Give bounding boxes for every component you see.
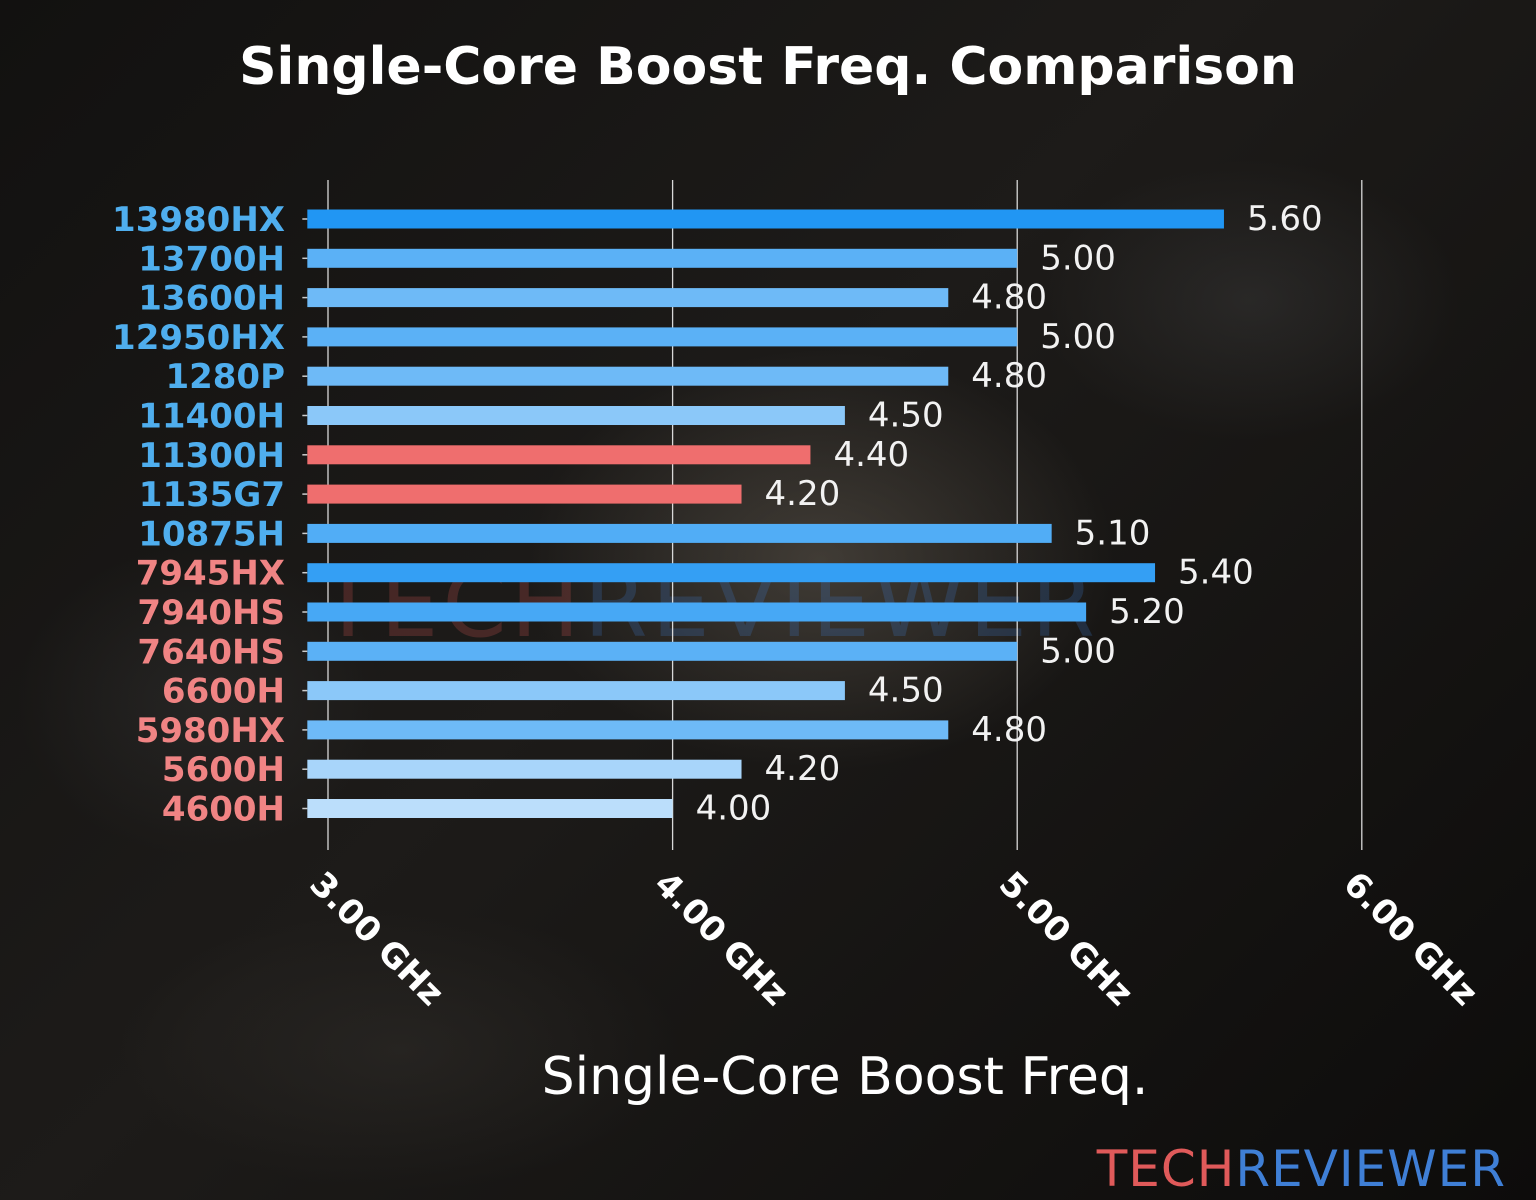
x-tick-label: 3.00 GHz [302, 864, 452, 1014]
x-tick-label: 5.00 GHz [991, 864, 1141, 1014]
category-label: 11400H [138, 397, 285, 437]
bar-4600H [307, 799, 673, 818]
logo-tech: TECH [1096, 1140, 1236, 1198]
category-label: 4600H [162, 790, 285, 830]
category-label: 12950HX [112, 318, 285, 358]
bar-13600H [307, 288, 949, 308]
value-label: 5.00 [1040, 317, 1116, 357]
bars: 13980HX 5.60 13700H 5.00 13600H 4.80 12950HX 5.… [112, 199, 1323, 830]
x-tick-label: 4.00 GHz [646, 864, 796, 1014]
bar-6600H [307, 681, 845, 701]
category-label: 11300H [138, 436, 285, 476]
category-label: 6600H [162, 672, 285, 712]
category-label: 1280P [165, 357, 285, 397]
value-label: 4.50 [868, 671, 944, 711]
value-label: 4.80 [971, 710, 1047, 750]
category-label: 13700H [138, 239, 285, 279]
bar-11400H [307, 406, 845, 425]
x-axis-label: Single-Core Boost Freq. [542, 1047, 1149, 1107]
category-label: 10875H [138, 514, 285, 554]
value-label: 4.20 [765, 474, 841, 514]
x-axis-ticks: 3.00 GHz 4.00 GHz 5.00 GHz 6.00 GHz [302, 864, 1486, 1014]
bar-5600H [307, 759, 742, 779]
bar-12950HX [307, 327, 1018, 347]
value-label: 5.10 [1075, 513, 1151, 553]
value-label: 4.00 [696, 789, 772, 829]
category-label: 13980HX [112, 200, 285, 240]
x-tick-label: 6.00 GHz [1335, 864, 1485, 1014]
svg-text:TECHREVIEWER: TECHREVIEWER [1096, 1140, 1506, 1198]
bar-7640HS [307, 641, 1018, 661]
value-label: 4.50 [868, 396, 944, 436]
category-label: 7640HS [137, 632, 285, 672]
value-label: 4.80 [971, 356, 1047, 396]
bar-1280P [307, 366, 949, 386]
bar-10875H [307, 523, 1052, 543]
category-label: 13600H [138, 279, 285, 319]
value-label: 5.00 [1040, 631, 1116, 671]
category-label: 5600H [162, 750, 285, 790]
bar-5980HX [307, 720, 949, 740]
bar-7945HX [307, 563, 1156, 583]
gridlines [327, 180, 1363, 850]
category-label: 1135G7 [139, 475, 285, 515]
category-label: 7940HS [137, 593, 285, 633]
category-label: 7945HX [136, 554, 285, 594]
value-label: 5.40 [1178, 553, 1254, 593]
value-label: 4.40 [833, 435, 909, 475]
bar-1135G7 [307, 484, 742, 504]
bar-11300H [307, 445, 811, 465]
value-label: 4.20 [765, 749, 841, 789]
value-label: 5.60 [1247, 199, 1323, 239]
bar-7940HS [307, 602, 1087, 622]
logo: TECHREVIEWER [1096, 1140, 1506, 1198]
logo-reviewer: REVIEWER [1235, 1140, 1506, 1198]
chart-title: Single-Core Boost Freq. Comparison [239, 37, 1297, 97]
category-label: 5980HX [136, 711, 285, 751]
bar-13700H [307, 248, 1018, 268]
value-label: 5.00 [1040, 238, 1116, 278]
value-label: 4.80 [971, 278, 1047, 318]
bar-13980HX [307, 209, 1224, 229]
value-label: 5.20 [1109, 592, 1185, 632]
